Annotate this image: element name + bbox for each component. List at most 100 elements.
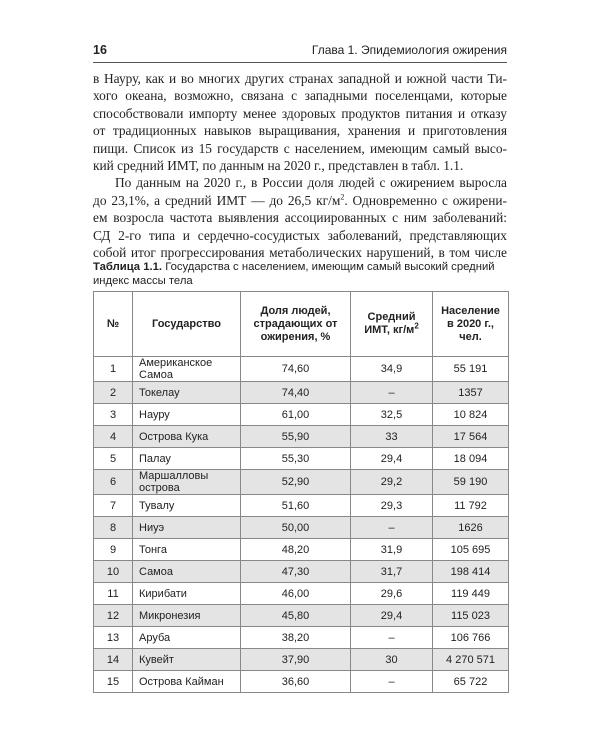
table-cell: Тонга (132, 538, 241, 561)
table-cell: Самоа (132, 560, 241, 583)
page-header: 16 Глава 1. Эпидемиология ожирения (93, 40, 507, 63)
table-cell: 32,5 (350, 403, 433, 426)
table-cell: 31,7 (350, 560, 433, 583)
text: пищи. Список из 15 государств с населени… (93, 140, 507, 156)
table-row: 6 Маршалловы острова 52,90 29,2 59 190 (93, 469, 509, 495)
table-cell: 51,60 (240, 494, 351, 517)
table-row: 8 Ниуэ 50,00–1626 (93, 516, 509, 539)
text: в Науру, как и во многих других странах … (93, 71, 507, 86)
text-line: способствовали импорту менее здоровых пр… (93, 105, 507, 122)
table-cell: 198 414 (432, 560, 509, 583)
table-cell: 45,80 (240, 604, 351, 627)
table-cell: 119 449 (432, 582, 509, 605)
data-table: № Государство Доля людей, страдающих от ож… (93, 291, 509, 693)
table-cell: 6 (93, 469, 133, 495)
table-cell: 55 191 (432, 356, 509, 382)
text: до 23,1%, а средний ИМТ — до 26,5 кг/м (93, 192, 341, 208)
table-cell: 3 (93, 403, 133, 426)
table-cell: 29,4 (350, 604, 433, 627)
table-cell: 74,60 (240, 356, 351, 382)
table-cell: 5 (93, 447, 133, 470)
table-cell: Ниуэ (132, 516, 241, 539)
table-cell: 2 (93, 381, 133, 404)
table-cell: 34,9 (350, 356, 433, 382)
body-text: в Науру, как и во многих других странах … (93, 70, 507, 261)
table-cell: 37,90 (240, 648, 351, 671)
table-cell: Аруба (132, 626, 241, 649)
table-cell: 30 (350, 648, 433, 671)
table-cell: 13 (93, 626, 133, 649)
table-cell: 17 564 (432, 425, 509, 448)
superscript: 2 (414, 321, 419, 331)
table-cell: 1 (93, 356, 133, 382)
table-cell: Американское Самоа (132, 356, 241, 382)
text-line: от традиционных навыков выращивания, хра… (93, 122, 507, 139)
table-cell: 48,20 (240, 538, 351, 561)
table-row: 12 Микронезия 45,80 29,4 115 023 (93, 604, 509, 627)
column-header: Доля людей, страдающих от ожирения, % (240, 291, 351, 357)
table-cell: 65 722 (432, 670, 509, 693)
table-row: 2 Токелау 74,40–1357 (93, 381, 509, 404)
table-cell: 14 (93, 648, 133, 671)
table-row: 1 Американское Самоа 74,60 34,9 55 191 (93, 356, 509, 382)
table-cell: 29,3 (350, 494, 433, 517)
table-cell: Острова Кайман (132, 670, 241, 693)
column-header: Население в 2020 г., чел. (432, 291, 509, 357)
table-cell: 47,30 (240, 560, 351, 583)
table-cell: 55,90 (240, 425, 351, 448)
table-cell: 106 766 (432, 626, 509, 649)
table-row: 11 Кирибати 46,00 29,6 119 449 (93, 582, 509, 605)
table-row: 10 Самоа 47,30 31,7 198 414 (93, 560, 509, 583)
table-row: 3 Науру 61,00 32,5 10 824 (93, 403, 509, 426)
text: Государство (152, 317, 221, 330)
table-cell: 1357 (432, 381, 509, 404)
table-cell: 18 094 (432, 447, 509, 470)
table-row: 14 Кувейт 37,90 30 4 270 571 (93, 648, 509, 671)
table-cell: Маршалловы острова (132, 469, 241, 495)
table-cell: 4 270 571 (432, 648, 509, 671)
text: СД 2-го типа и сердечно-сосудистых забол… (93, 227, 507, 243)
text-line: собой итог прогрессирования метаболическ… (93, 244, 507, 261)
table-cell: 33 (350, 425, 433, 448)
text: № (106, 317, 120, 330)
table-cell: 59 190 (432, 469, 509, 495)
table-cell: 9 (93, 538, 133, 561)
table-cell: 15 (93, 670, 133, 693)
table-row: 9 Тонга 48,20 31,9 105 695 (93, 538, 509, 561)
table-cell: Токелау (132, 381, 241, 404)
table-cell: Кувейт (132, 648, 241, 671)
table-cell: 10 (93, 560, 133, 583)
table-cell: Науру (132, 403, 241, 426)
table-cell: 74,40 (240, 381, 351, 404)
table-cell: Палау (132, 447, 241, 470)
table-row: 15 Острова Кайман 36,60–65 722 (93, 670, 509, 693)
table-cell: 4 (93, 425, 133, 448)
table-cell: 115 023 (432, 604, 509, 627)
text-line: пищи. Список из 15 государств с населени… (93, 140, 507, 157)
text: хого океана, возможно, связана с западны… (93, 88, 507, 104)
table-cell: 12 (93, 604, 133, 627)
text-line: СД 2-го типа и сердечно-сосудистых забол… (93, 227, 507, 244)
table-cell: 36,60 (240, 670, 351, 693)
text: от традиционных навыков выращивания, хра… (93, 123, 507, 139)
table-cell: 55,30 (240, 447, 351, 470)
header-row: № Государство Доля людей, страдающих от ож… (93, 291, 509, 357)
table-row: 5 Палау 55,30 29,4 18 094 (93, 447, 509, 470)
table-cell: Тувалу (132, 494, 241, 517)
table-cell: – (350, 516, 433, 539)
table-cell: Кирибати (132, 582, 241, 605)
text-line: хого океана, возможно, связана с западны… (93, 87, 507, 104)
text: кий средний ИМТ, по данным на 2020 г., п… (93, 157, 464, 173)
table-cell: Острова Кука (132, 425, 241, 448)
table-cell: 7 (93, 494, 133, 517)
text: ем возросла частота выявления ассоцииров… (93, 210, 507, 226)
table-cell: 29,6 (350, 582, 433, 605)
table-cell: – (350, 670, 433, 693)
table-cell: 31,9 (350, 538, 433, 561)
table-cell: 11 (93, 582, 133, 605)
text-line: По данным на 2020 г., в России доля люде… (93, 174, 507, 191)
table-row: 7 Тувалу 51,60 29,3 11 792 (93, 494, 509, 517)
text: способствовали импорту менее здоровых пр… (93, 105, 507, 121)
table-cell: 11 792 (432, 494, 509, 517)
